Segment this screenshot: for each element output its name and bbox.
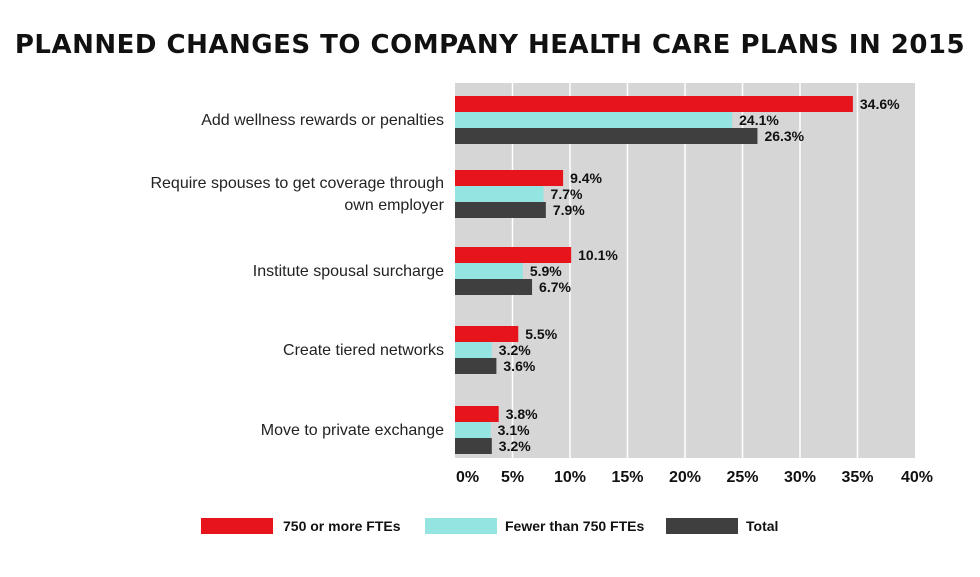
data-label: 24.1% bbox=[739, 112, 779, 128]
data-label: 10.1% bbox=[578, 247, 618, 263]
data-label: 3.6% bbox=[503, 358, 535, 374]
bar bbox=[455, 326, 519, 342]
data-label: 7.7% bbox=[551, 186, 583, 202]
data-label: 3.2% bbox=[499, 438, 531, 454]
bar bbox=[455, 422, 491, 438]
category-label: Add wellness rewards or penalties bbox=[201, 112, 444, 129]
bar bbox=[455, 406, 499, 422]
bar bbox=[455, 186, 544, 202]
legend-swatch bbox=[666, 518, 738, 534]
category-label: Create tiered networks bbox=[283, 342, 444, 359]
legend-swatch bbox=[425, 518, 497, 534]
chart-title: PLANNED CHANGES TO COMPANY HEALTH CARE P… bbox=[14, 30, 966, 60]
bar bbox=[455, 279, 533, 295]
data-label: 3.2% bbox=[499, 342, 531, 358]
bar bbox=[455, 112, 733, 128]
data-label: 3.1% bbox=[498, 422, 530, 438]
bar bbox=[455, 358, 497, 374]
x-tick-label: 25% bbox=[726, 469, 758, 486]
x-tick-label: 0% bbox=[456, 469, 479, 486]
bar bbox=[455, 342, 492, 358]
x-tick-label: 20% bbox=[669, 469, 701, 486]
x-tick-label: 5% bbox=[501, 469, 524, 486]
data-label: 9.4% bbox=[570, 170, 602, 186]
category-label: Move to private exchange bbox=[261, 422, 444, 439]
data-label: 3.8% bbox=[506, 406, 538, 422]
bar bbox=[455, 263, 523, 279]
x-tick-label: 30% bbox=[784, 469, 816, 486]
legend-label: Total bbox=[746, 518, 778, 534]
x-tick-label: 10% bbox=[554, 469, 586, 486]
bar bbox=[455, 438, 492, 454]
bar bbox=[455, 128, 758, 144]
category-label: Institute spousal surcharge bbox=[253, 263, 444, 280]
bar bbox=[455, 170, 564, 186]
legend-swatch bbox=[201, 518, 273, 534]
data-label: 34.6% bbox=[860, 96, 900, 112]
data-label: 6.7% bbox=[539, 279, 571, 295]
data-label: 7.9% bbox=[553, 202, 585, 218]
category-label: own employer bbox=[344, 197, 444, 214]
x-tick-label: 15% bbox=[611, 469, 643, 486]
bar bbox=[455, 202, 546, 218]
category-label: Require spouses to get coverage through bbox=[150, 175, 444, 192]
bar bbox=[455, 247, 572, 263]
legend-label: Fewer than 750 FTEs bbox=[505, 518, 644, 534]
legend-label: 750 or more FTEs bbox=[283, 518, 401, 534]
data-label: 5.9% bbox=[530, 263, 562, 279]
data-label: 26.3% bbox=[764, 128, 804, 144]
data-label: 5.5% bbox=[525, 326, 557, 342]
x-tick-label: 35% bbox=[841, 469, 873, 486]
x-tick-label: 40% bbox=[901, 469, 933, 486]
bar bbox=[455, 96, 853, 112]
